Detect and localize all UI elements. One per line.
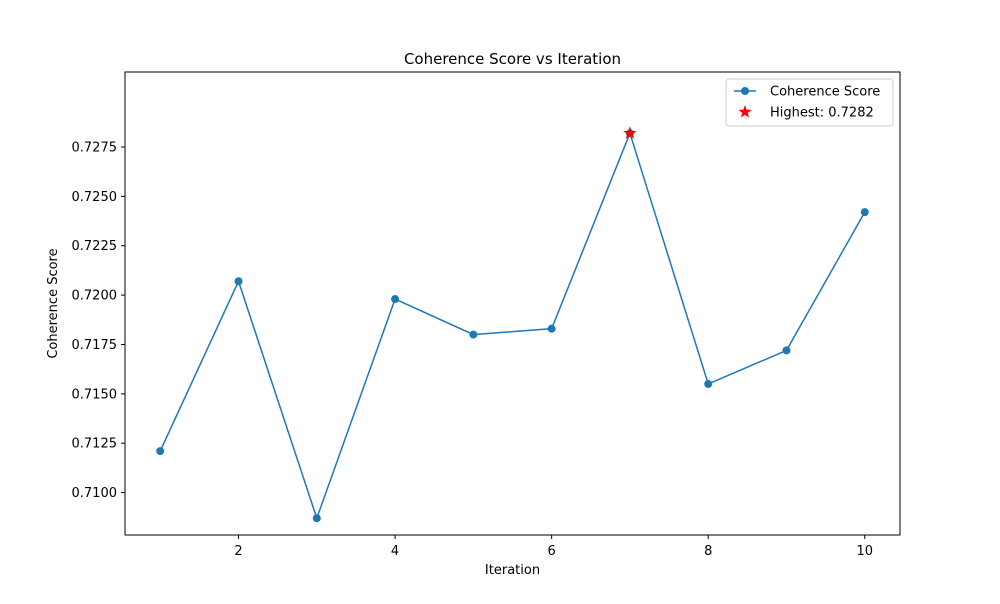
y-tick-label: 0.7275 [72,141,118,156]
x-tick-label: 2 [234,544,242,559]
data-point [782,346,791,355]
y-tick-label: 0.7125 [72,437,118,452]
highlight-layer [623,126,637,139]
legend-series-label: Coherence Score [770,85,880,100]
x-axis-label: Iteration [485,563,540,578]
legend-box [725,78,894,127]
x-axis: 2 4 6 8 10 [234,535,873,559]
legend-highlight-star-icon [738,105,752,118]
data-point [312,514,321,523]
y-axis: 0.7100 0.7125 0.7150 0.7175 0.7200 0.7225 0.72… [72,141,125,501]
y-tick-label: 0.7175 [72,338,118,353]
x-tick-label: 6 [548,544,556,559]
y-axis-label: Coherence Score [46,248,61,358]
data-point [234,277,243,286]
legend: Coherence Score Highest: 0.7282 [725,78,894,127]
x-tick-label: 4 [391,544,399,559]
data-point [860,208,869,217]
legend-series-marker [741,87,749,95]
y-tick-label: 0.7200 [72,289,118,304]
y-tick-label: 0.7150 [72,387,118,402]
highest-point-star-icon [623,126,637,139]
x-tick-label: 8 [704,544,712,559]
chart-title: Coherence Score vs Iteration [404,50,621,68]
y-tick-label: 0.7225 [72,239,118,254]
x-tick-label: 10 [856,544,873,559]
y-tick-label: 0.7250 [72,190,118,205]
data-point [704,379,713,388]
legend-highlight-label: Highest: 0.7282 [770,106,874,121]
plot-area-frame [124,71,901,536]
data-point [547,324,556,333]
series-line [159,130,866,521]
data-point [156,447,165,456]
data-point [391,295,400,304]
data-point [469,330,478,339]
y-tick-label: 0.7100 [72,486,118,501]
